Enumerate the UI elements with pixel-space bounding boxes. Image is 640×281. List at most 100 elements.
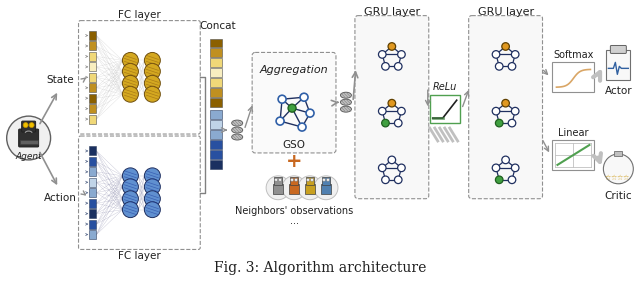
Bar (20, 140, 38, 144)
Text: ☆: ☆ (610, 175, 616, 181)
Circle shape (508, 63, 516, 70)
Text: ...: ... (289, 216, 298, 226)
Circle shape (29, 123, 34, 128)
Circle shape (502, 156, 509, 164)
Circle shape (511, 107, 519, 115)
Circle shape (495, 119, 503, 127)
Circle shape (122, 64, 138, 79)
Circle shape (397, 107, 405, 115)
Text: GRU layer: GRU layer (477, 7, 534, 17)
Circle shape (300, 93, 308, 101)
Circle shape (381, 176, 389, 183)
Bar (210, 68, 222, 77)
Bar (210, 88, 222, 97)
Bar (88, 73, 97, 82)
Bar (210, 120, 222, 129)
Circle shape (266, 176, 290, 200)
Circle shape (502, 99, 509, 107)
Bar (273, 184, 283, 194)
Circle shape (23, 123, 28, 128)
Circle shape (275, 178, 278, 181)
Bar (88, 199, 97, 208)
Bar (88, 230, 97, 239)
Circle shape (282, 176, 306, 200)
Bar (88, 188, 97, 197)
Circle shape (492, 51, 500, 58)
Bar (210, 140, 222, 149)
Bar (210, 98, 222, 107)
Circle shape (278, 95, 286, 103)
Circle shape (388, 99, 396, 107)
Bar (274, 177, 282, 185)
Circle shape (288, 104, 296, 112)
Circle shape (145, 53, 161, 68)
Bar (210, 38, 222, 47)
Bar (88, 167, 97, 176)
Circle shape (6, 116, 51, 160)
Circle shape (381, 119, 389, 127)
Circle shape (278, 178, 282, 181)
Text: ☆: ☆ (604, 175, 611, 181)
FancyBboxPatch shape (252, 53, 336, 153)
Circle shape (145, 86, 161, 102)
Circle shape (122, 168, 138, 184)
Circle shape (394, 63, 402, 70)
Bar (614, 151, 622, 156)
FancyBboxPatch shape (19, 129, 38, 147)
Bar (88, 83, 97, 92)
Bar (88, 42, 97, 51)
Bar (88, 62, 97, 71)
Ellipse shape (340, 92, 351, 98)
Bar (289, 184, 299, 194)
Bar (88, 115, 97, 124)
Bar (88, 52, 97, 61)
Bar (210, 58, 222, 67)
Circle shape (310, 178, 314, 181)
Bar (88, 104, 97, 113)
Bar (88, 94, 97, 103)
Ellipse shape (340, 106, 351, 112)
Circle shape (397, 51, 405, 58)
Circle shape (381, 63, 389, 70)
Circle shape (604, 154, 634, 184)
FancyBboxPatch shape (611, 46, 627, 53)
Circle shape (145, 64, 161, 79)
Text: Linear: Linear (558, 128, 589, 138)
Bar (306, 177, 314, 185)
Ellipse shape (232, 120, 243, 126)
Circle shape (122, 191, 138, 207)
Circle shape (508, 119, 516, 127)
Circle shape (323, 178, 326, 181)
Circle shape (306, 109, 314, 117)
FancyBboxPatch shape (22, 121, 36, 132)
Circle shape (394, 176, 402, 183)
Bar (210, 150, 222, 159)
Bar (88, 178, 97, 187)
Circle shape (122, 179, 138, 195)
Circle shape (145, 179, 161, 195)
Bar (210, 78, 222, 87)
Circle shape (298, 123, 306, 131)
Text: Softmax: Softmax (553, 50, 594, 60)
Ellipse shape (232, 127, 243, 133)
Circle shape (326, 178, 330, 181)
Text: GRU layer: GRU layer (364, 7, 420, 17)
Text: FC layer: FC layer (118, 251, 161, 261)
Text: +: + (286, 152, 302, 171)
Circle shape (502, 43, 509, 50)
FancyBboxPatch shape (468, 16, 543, 199)
Text: State: State (47, 75, 74, 85)
Circle shape (495, 63, 503, 70)
Bar (552, 140, 595, 170)
Circle shape (378, 107, 386, 115)
Text: Actor: Actor (605, 86, 632, 96)
FancyBboxPatch shape (355, 16, 429, 199)
Circle shape (397, 164, 405, 172)
Circle shape (508, 176, 516, 183)
Circle shape (388, 156, 396, 164)
Circle shape (145, 191, 161, 207)
Circle shape (314, 176, 338, 200)
Bar (305, 184, 315, 194)
Bar (88, 157, 97, 166)
Text: FC layer: FC layer (118, 10, 161, 20)
